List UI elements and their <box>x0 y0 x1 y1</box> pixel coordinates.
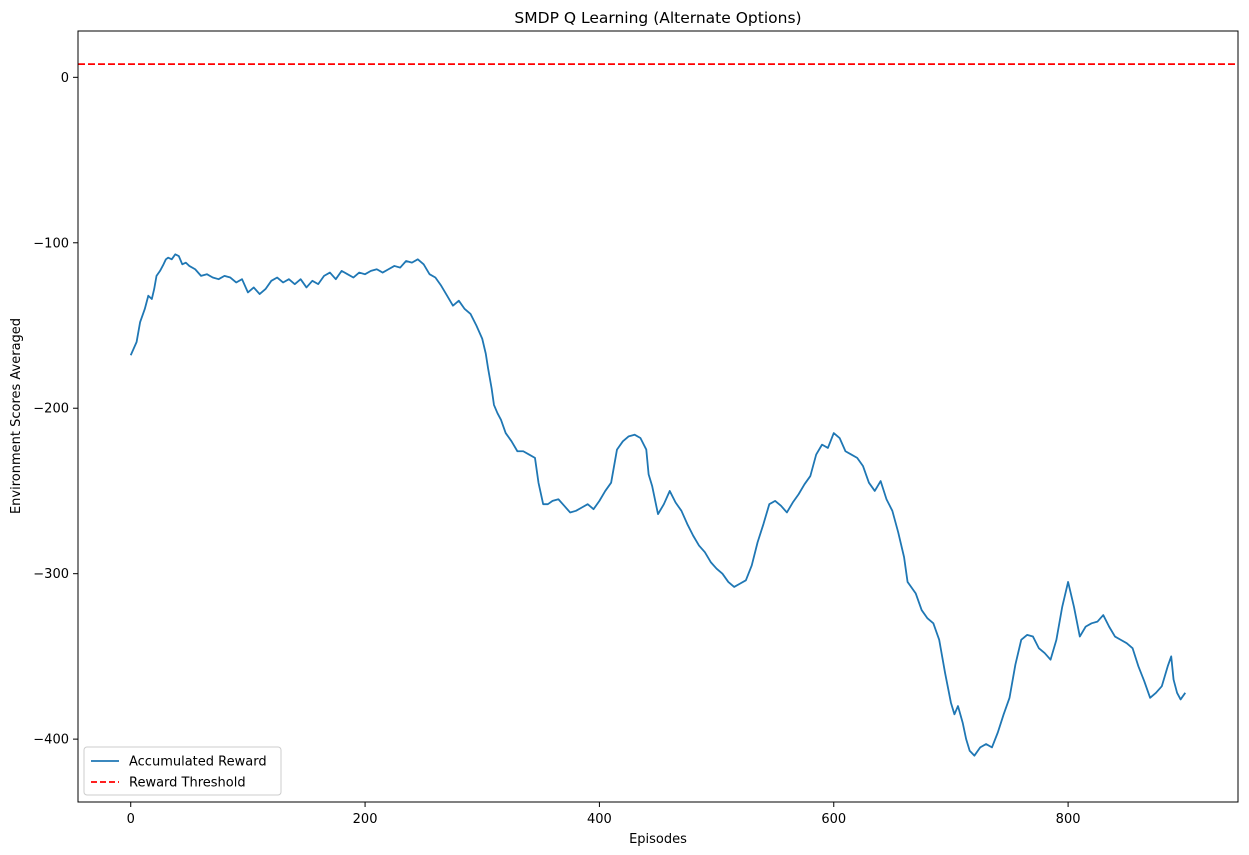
x-axis-label: Episodes <box>629 832 687 847</box>
x-axis: 0 200 400 600 800 <box>127 802 1081 827</box>
chart-title: SMDP Q Learning (Alternate Options) <box>514 9 801 27</box>
plot-area <box>78 63 1238 757</box>
legend-label-reward-threshold: Reward Threshold <box>129 776 246 791</box>
y-tick-label: −200 <box>33 402 69 417</box>
x-tick-label: 600 <box>821 812 846 827</box>
x-tick-label: 400 <box>587 812 612 827</box>
y-tick-label: 0 <box>61 71 69 86</box>
series-line-accumulated-reward <box>129 253 1187 757</box>
legend-box <box>83 746 282 796</box>
y-axis: 0 −100 −200 −300 −400 <box>33 71 78 748</box>
legend: Accumulated Reward Reward Threshold <box>83 746 282 796</box>
y-axis-label: Environment Scores Averaged <box>9 318 24 514</box>
legend-label-accumulated-reward: Accumulated Reward <box>129 755 267 770</box>
x-tick-label: 200 <box>353 812 378 827</box>
y-tick-label: −100 <box>33 236 69 251</box>
y-tick-label: −400 <box>33 733 69 748</box>
y-tick-label: −300 <box>33 567 69 582</box>
axes-frame <box>77 30 1239 803</box>
x-tick-label: 0 <box>127 812 135 827</box>
x-tick-label: 800 <box>1056 812 1081 827</box>
